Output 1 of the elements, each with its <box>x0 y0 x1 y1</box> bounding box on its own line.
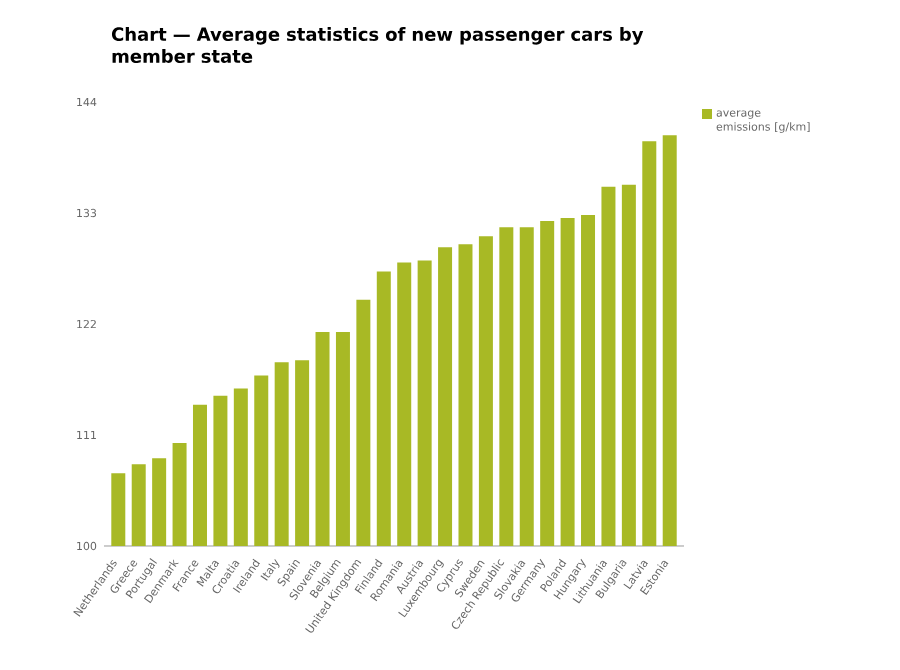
chart-title: Chart — Average statistics of new passenger cars by member state <box>111 27 644 63</box>
